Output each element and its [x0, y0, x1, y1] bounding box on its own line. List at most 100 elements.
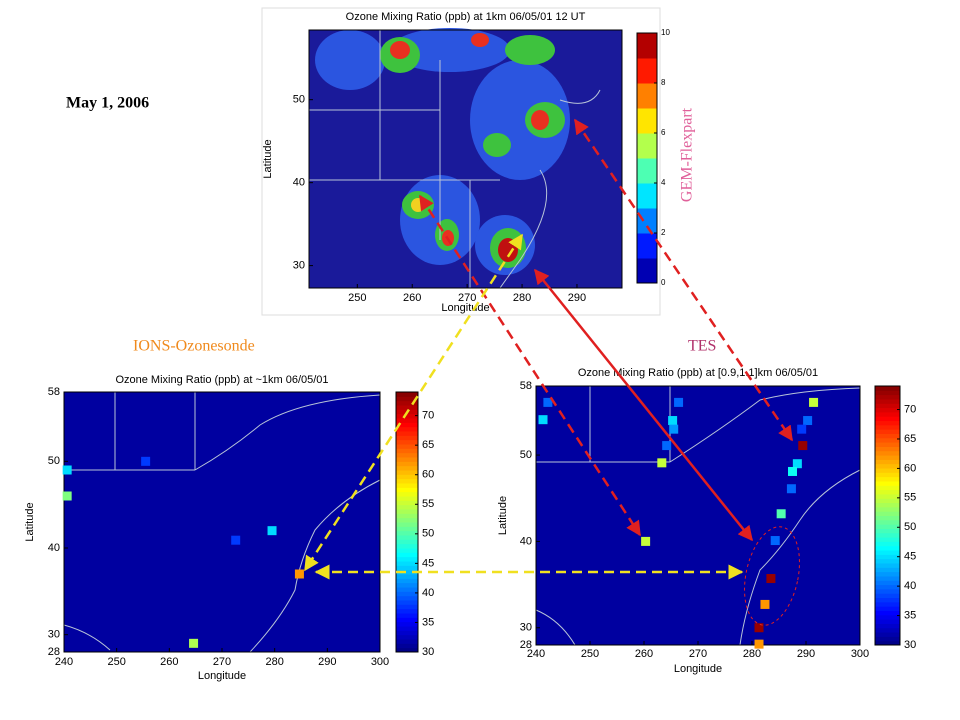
colorbar-tick-label: 70: [422, 410, 434, 422]
colorbar-band: [396, 548, 418, 553]
colorbar-band: [396, 565, 418, 571]
colorbar-band: [396, 522, 418, 527]
colorbar-band: [875, 619, 900, 624]
colorbar-band: [875, 429, 900, 434]
y-tick-label: 40: [48, 542, 60, 554]
y-axis-label: Latitude: [262, 139, 274, 178]
colorbar-band: [875, 511, 900, 516]
data-point: [669, 424, 679, 434]
colorbar-band: [875, 489, 900, 495]
colorbar-band: [637, 183, 657, 209]
colorbar-band: [875, 403, 900, 409]
colorbar-tick-label: 50: [422, 528, 434, 540]
tes-label: TES: [688, 338, 716, 355]
data-point: [798, 441, 808, 451]
colorbar-tick-label: 45: [904, 551, 916, 563]
colorbar-tick-label: 0: [661, 278, 666, 287]
chart-title: Ozone Mixing Ratio (ppb) at ~1km 06/05/0…: [115, 374, 328, 386]
colorbar-tick-label: 35: [904, 609, 916, 621]
colorbar-band: [637, 208, 657, 234]
colorbar-band: [875, 407, 900, 413]
data-point: [786, 484, 796, 494]
colorbar-tick-label: 40: [904, 580, 916, 592]
y-tick-label: 40: [520, 535, 532, 547]
colorbar-band: [637, 158, 657, 184]
colorbar-band: [396, 487, 418, 493]
colorbar-band: [875, 558, 900, 564]
colorbar-band: [875, 398, 900, 404]
contour-blob: [505, 35, 555, 65]
colorbar-band: [875, 588, 900, 594]
colorbar-frame: [874, 385, 901, 646]
colorbar-band: [875, 519, 900, 525]
colorbar-band: [875, 562, 900, 568]
colorbar-band: [396, 561, 418, 566]
colorbar-tick-label: 55: [904, 492, 916, 504]
model-label: GEM-Flexpart: [679, 107, 696, 202]
colorbar-band: [396, 418, 418, 423]
data-point: [788, 466, 797, 476]
y-tick-label: 40: [293, 177, 305, 189]
colorbar-band: [875, 601, 900, 607]
colorbar-band: [396, 470, 418, 475]
colorbar-band: [875, 493, 900, 499]
colorbar-band: [396, 647, 418, 653]
colorbar-band: [875, 463, 900, 469]
colorbar-band: [875, 416, 900, 422]
contour-blob: [498, 238, 518, 262]
overlay: [303, 118, 800, 626]
colorbar-band: [875, 636, 900, 642]
x-tick-label: 280: [265, 656, 283, 668]
colorbar-band: [875, 528, 900, 534]
colorbar-band: [875, 502, 900, 508]
colorbar-band: [396, 426, 418, 432]
colorbar-band: [396, 543, 418, 549]
data-point: [803, 416, 813, 426]
x-tick-label: 250: [348, 292, 366, 304]
colorbar-band: [875, 541, 900, 547]
colorbar-band: [396, 626, 418, 631]
colorbar-band: [396, 431, 418, 436]
colorbar-band: [396, 617, 418, 623]
colorbar-band: [396, 600, 418, 605]
colorbar-band: [875, 532, 900, 538]
x-axis-label: Longitude: [674, 663, 722, 675]
y-tick-label: 50: [520, 449, 532, 461]
colorbar-band: [396, 496, 418, 501]
x-axis-label: Longitude: [198, 670, 246, 682]
data-point: [754, 639, 764, 649]
data-point: [668, 416, 678, 426]
colorbar-tick-label: 65: [904, 433, 916, 445]
colorbar-band: [875, 610, 900, 616]
colorbar-tick-label: 30: [422, 646, 434, 658]
colorbar-band: [875, 606, 900, 611]
colorbar-band: [875, 498, 900, 504]
colorbar-tick-label: 6: [661, 128, 666, 137]
colorbar-band: [396, 504, 418, 510]
colorbar-band: [396, 535, 418, 540]
colorbar-band: [637, 108, 657, 134]
colorbar-band: [875, 584, 900, 590]
y-tick-label: 58: [48, 386, 60, 398]
colorbar-band: [396, 452, 418, 458]
colorbar-tick-label: 35: [422, 616, 434, 628]
colorbar-band: [875, 459, 900, 465]
colorbar-band: [396, 630, 418, 636]
y-tick-label: 28: [48, 646, 60, 658]
data-point: [267, 526, 277, 536]
colorbar-band: [396, 517, 418, 523]
colorbar-band: [396, 457, 418, 462]
contour-blob: [483, 133, 511, 157]
data-point: [662, 441, 672, 451]
sonde-label: IONS-Ozonesonde: [133, 338, 255, 355]
comparison-arrow: [534, 268, 753, 542]
colorbar-tick-label: 30: [904, 639, 916, 651]
colorbar-band: [396, 639, 418, 644]
colorbar-band: [637, 83, 657, 109]
colorbar-band: [875, 386, 900, 391]
y-axis-label: Latitude: [24, 502, 36, 541]
colorbar-band: [396, 513, 418, 519]
colorbar-tick-label: 10: [661, 28, 670, 37]
colorbar-tick-label: 60: [904, 462, 916, 474]
